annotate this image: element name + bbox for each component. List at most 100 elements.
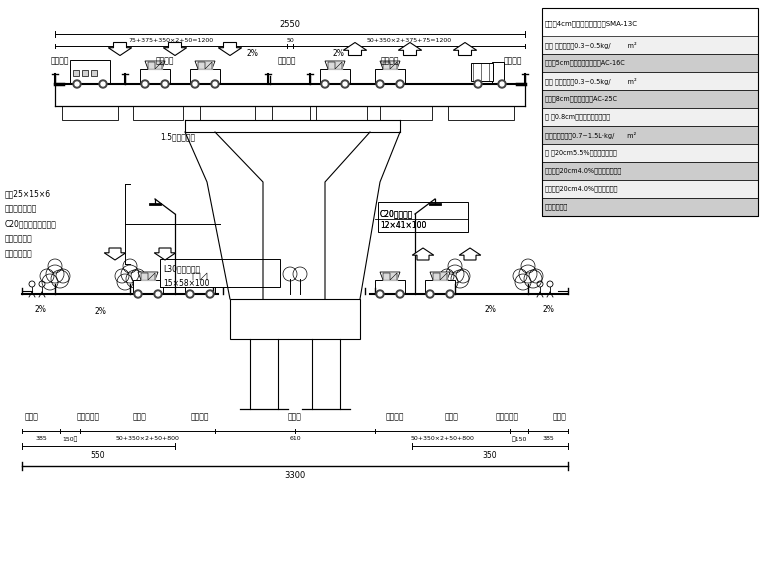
Polygon shape bbox=[148, 273, 155, 280]
Text: 主路车道: 主路车道 bbox=[156, 56, 174, 65]
Text: 50: 50 bbox=[286, 38, 294, 43]
Polygon shape bbox=[430, 272, 450, 280]
Bar bbox=[160, 259, 280, 287]
Text: 2%: 2% bbox=[332, 49, 344, 59]
Text: 350: 350 bbox=[483, 451, 497, 460]
Circle shape bbox=[211, 80, 219, 88]
Polygon shape bbox=[380, 61, 400, 69]
Bar bbox=[380, 106, 432, 120]
Text: 50+350×2+50+800: 50+350×2+50+800 bbox=[116, 436, 179, 441]
Text: 碎石客实路基: 碎石客实路基 bbox=[545, 204, 568, 210]
Polygon shape bbox=[108, 42, 131, 56]
Bar bbox=[492, 62, 504, 84]
Circle shape bbox=[448, 292, 452, 296]
Text: 主路车道: 主路车道 bbox=[381, 56, 399, 65]
Text: 表面坤4cm改性沥青混凝土型SMA-13C: 表面坤4cm改性沥青混凝土型SMA-13C bbox=[545, 20, 638, 26]
Bar bbox=[542, 72, 758, 90]
Bar bbox=[91, 70, 97, 76]
Polygon shape bbox=[190, 272, 210, 280]
Polygon shape bbox=[380, 272, 400, 280]
Text: 上基层长20cm4.0%水泥稳定碎碗石: 上基层长20cm4.0%水泥稳定碎碗石 bbox=[545, 168, 622, 174]
Text: 下基层长20cm4.0%水泥稳定碗石: 下基层长20cm4.0%水泥稳定碗石 bbox=[545, 186, 619, 192]
Text: 道缘石: 道缘石 bbox=[133, 413, 147, 421]
Polygon shape bbox=[459, 248, 481, 260]
Circle shape bbox=[156, 292, 160, 296]
Text: 处 长0.8cm改性沥青防水粘结层: 处 长0.8cm改性沥青防水粘结层 bbox=[545, 114, 610, 121]
Polygon shape bbox=[193, 273, 200, 280]
Circle shape bbox=[143, 82, 147, 86]
Text: 2%: 2% bbox=[34, 304, 46, 313]
Text: 150小: 150小 bbox=[62, 436, 78, 441]
Text: C20形声实石: C20形声实石 bbox=[380, 210, 413, 219]
Circle shape bbox=[188, 292, 192, 296]
Text: 2%: 2% bbox=[484, 304, 496, 313]
Polygon shape bbox=[390, 62, 397, 69]
Text: 粘层 糊润油用量0.3~0.5kg/        m²: 粘层 糊润油用量0.3~0.5kg/ m² bbox=[545, 41, 637, 49]
Circle shape bbox=[426, 290, 434, 298]
Circle shape bbox=[75, 82, 79, 86]
Bar bbox=[542, 108, 758, 126]
Bar bbox=[82, 70, 88, 76]
Polygon shape bbox=[335, 62, 342, 69]
Circle shape bbox=[73, 80, 81, 88]
Polygon shape bbox=[328, 62, 335, 69]
Circle shape bbox=[343, 82, 347, 86]
Polygon shape bbox=[200, 273, 207, 280]
Bar bbox=[316, 106, 367, 120]
Text: 生态管理带: 生态管理带 bbox=[496, 413, 518, 421]
Text: 小150: 小150 bbox=[511, 436, 527, 441]
Polygon shape bbox=[163, 42, 187, 56]
Polygon shape bbox=[383, 62, 390, 69]
Text: 框枆25×15×6: 框枆25×15×6 bbox=[5, 189, 51, 199]
Text: 辋道车道: 辋道车道 bbox=[191, 413, 209, 421]
Bar bbox=[542, 36, 758, 54]
Polygon shape bbox=[195, 61, 215, 69]
Polygon shape bbox=[104, 248, 126, 260]
Bar bbox=[542, 180, 758, 198]
Circle shape bbox=[500, 82, 504, 86]
Polygon shape bbox=[383, 273, 390, 280]
Bar bbox=[200, 106, 255, 120]
Text: 50+350×2+375+75=1200: 50+350×2+375+75=1200 bbox=[366, 38, 451, 43]
Bar bbox=[133, 106, 183, 120]
Text: 550: 550 bbox=[90, 451, 106, 460]
Bar bbox=[272, 106, 310, 120]
Circle shape bbox=[396, 80, 404, 88]
Bar bbox=[133, 280, 163, 294]
Circle shape bbox=[474, 80, 482, 88]
Polygon shape bbox=[148, 62, 155, 69]
Text: 15×58×100: 15×58×100 bbox=[163, 278, 210, 288]
Circle shape bbox=[446, 290, 454, 298]
Text: 垂直荷载标准５: 垂直荷载标准５ bbox=[5, 204, 37, 214]
Bar bbox=[542, 198, 758, 216]
Circle shape bbox=[476, 82, 480, 86]
Polygon shape bbox=[433, 273, 440, 280]
Text: 1.5卖生尘筼管: 1.5卖生尘筼管 bbox=[160, 133, 195, 142]
Circle shape bbox=[161, 80, 169, 88]
Text: 2%: 2% bbox=[94, 308, 106, 316]
Polygon shape bbox=[344, 42, 366, 56]
Circle shape bbox=[498, 80, 506, 88]
Bar bbox=[190, 69, 220, 84]
Polygon shape bbox=[453, 42, 477, 56]
Bar bbox=[375, 280, 405, 294]
Polygon shape bbox=[141, 273, 148, 280]
Text: 生态管理带: 生态管理带 bbox=[77, 413, 100, 421]
Bar bbox=[542, 126, 758, 144]
Text: 2%: 2% bbox=[542, 304, 554, 313]
Text: 透层封层油用量0.7~1.5L·kg/      m²: 透层封层油用量0.7~1.5L·kg/ m² bbox=[545, 131, 636, 139]
Text: 2%: 2% bbox=[246, 49, 258, 59]
Text: 基 长20cm5.5%水泥稳定碎碗石: 基 长20cm5.5%水泥稳定碎碗石 bbox=[545, 150, 617, 156]
Circle shape bbox=[376, 80, 384, 88]
Circle shape bbox=[101, 82, 105, 86]
Circle shape bbox=[398, 292, 402, 296]
Text: 12×41×100: 12×41×100 bbox=[380, 222, 426, 231]
Circle shape bbox=[376, 290, 384, 298]
Bar bbox=[230, 299, 360, 339]
Text: 12×41×100: 12×41×100 bbox=[380, 222, 426, 231]
Bar bbox=[320, 69, 350, 84]
Polygon shape bbox=[205, 62, 212, 69]
Circle shape bbox=[191, 80, 199, 88]
Polygon shape bbox=[145, 61, 165, 69]
Circle shape bbox=[378, 292, 382, 296]
